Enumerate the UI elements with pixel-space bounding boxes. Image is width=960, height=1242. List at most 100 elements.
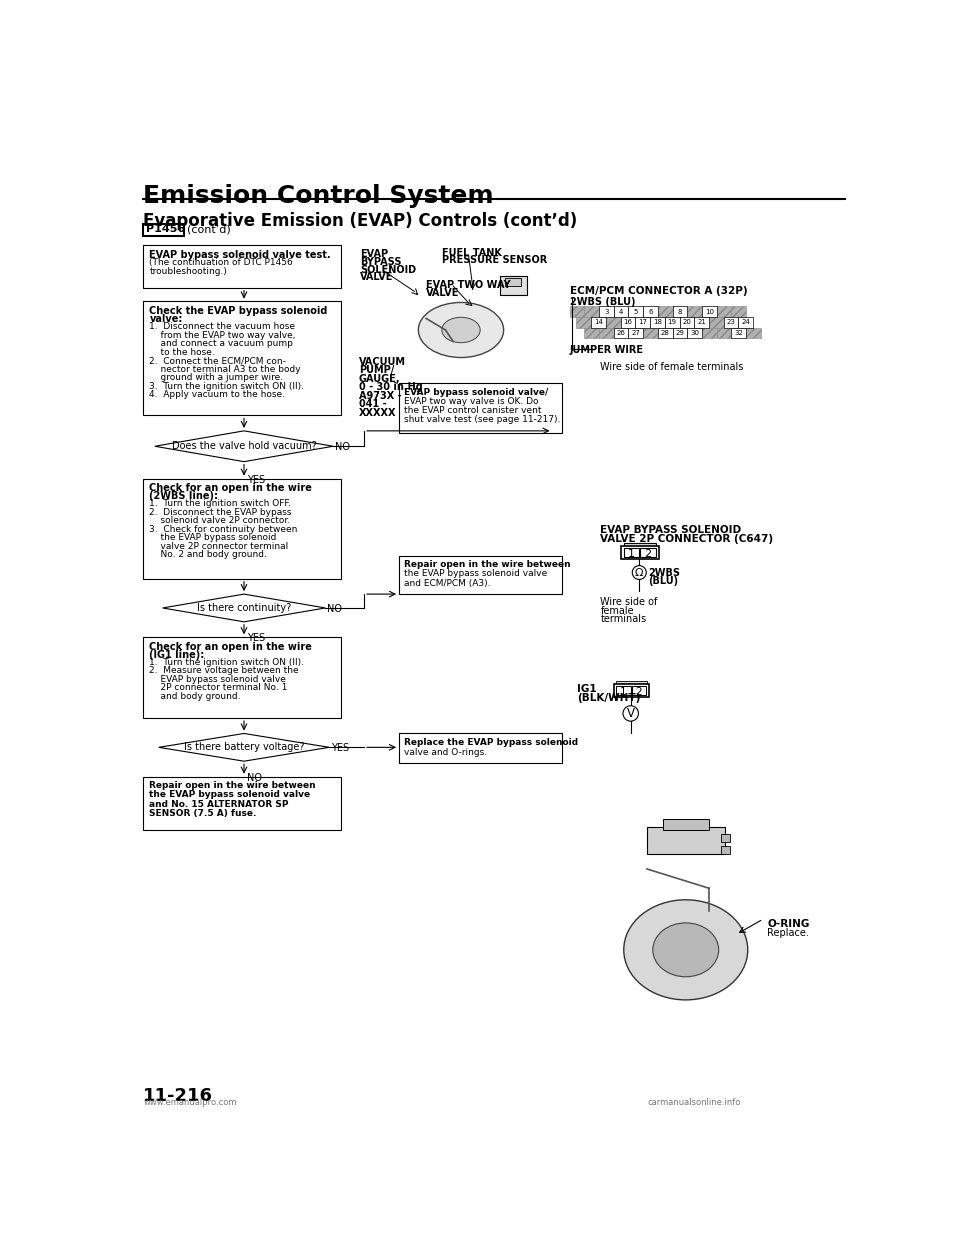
Text: IG1: IG1 [577, 684, 597, 694]
Text: Check for an open in the wire: Check for an open in the wire [150, 642, 312, 652]
Text: EVAP TWO WAY: EVAP TWO WAY [426, 279, 511, 289]
Text: SOLENOID: SOLENOID [360, 265, 417, 274]
Text: P1456: P1456 [146, 225, 185, 235]
Text: 2WBS: 2WBS [649, 568, 681, 578]
Text: YES: YES [247, 474, 265, 484]
Bar [399, 734, 562, 763]
Polygon shape [162, 594, 325, 622]
Text: the EVAP bypass solenoid: the EVAP bypass solenoid [150, 533, 276, 543]
Bar [616, 686, 631, 696]
Bar [585, 328, 599, 339]
Bar [591, 317, 606, 328]
Text: (BLK/WHT): (BLK/WHT) [577, 693, 640, 703]
Text: 26: 26 [616, 330, 626, 337]
Text: EVAP bypass solenoid valve/: EVAP bypass solenoid valve/ [403, 388, 548, 396]
Text: www.emanualpro.com: www.emanualpro.com [143, 1098, 237, 1107]
Bar [624, 548, 639, 558]
Text: from the EVAP two way valve,: from the EVAP two way valve, [150, 330, 296, 340]
Bar [629, 328, 643, 339]
Text: YES: YES [247, 633, 265, 643]
Circle shape [623, 705, 638, 722]
Bar [650, 317, 665, 328]
Bar [629, 306, 643, 317]
Text: female: female [601, 606, 635, 616]
Polygon shape [155, 431, 333, 462]
Text: XXXXX: XXXXX [359, 407, 396, 417]
Text: NO: NO [335, 442, 349, 452]
Bar [599, 306, 613, 317]
Text: 1.  Disconnect the vacuum hose: 1. Disconnect the vacuum hose [150, 322, 296, 332]
Bar [658, 306, 673, 317]
Text: NO: NO [327, 604, 342, 614]
Text: EVAP two way valve is OK. Do: EVAP two way valve is OK. Do [403, 397, 539, 406]
Text: 3.  Check for continuity between: 3. Check for continuity between [150, 525, 298, 534]
Bar [732, 328, 746, 339]
Text: 19: 19 [668, 319, 677, 325]
Bar [721, 835, 730, 842]
Bar [621, 546, 660, 559]
Text: VALVE: VALVE [426, 288, 460, 298]
Text: 1: 1 [619, 687, 626, 697]
Text: the EVAP bypass solenoid valve: the EVAP bypass solenoid valve [403, 570, 547, 579]
Text: Check the EVAP bypass solenoid: Check the EVAP bypass solenoid [150, 306, 327, 317]
Text: 2.  Measure voltage between the: 2. Measure voltage between the [150, 667, 300, 676]
Text: to the hose.: to the hose. [150, 348, 215, 356]
Bar [613, 306, 629, 317]
Text: VACUUM: VACUUM [359, 356, 406, 366]
Text: terminals: terminals [601, 614, 647, 625]
Bar [643, 328, 658, 339]
Text: valve:: valve: [150, 314, 182, 324]
Text: 2.  Connect the ECM/PCM con-: 2. Connect the ECM/PCM con- [150, 356, 286, 365]
Text: 3.  Turn the ignition switch ON (II).: 3. Turn the ignition switch ON (II). [150, 381, 304, 390]
Text: 2: 2 [644, 549, 651, 559]
Text: 20: 20 [683, 319, 691, 325]
Bar [613, 328, 629, 339]
Text: Wire side of: Wire side of [601, 597, 658, 607]
Text: GAUGE,: GAUGE, [359, 374, 400, 384]
Text: SENSOR (7.5 A) fuse.: SENSOR (7.5 A) fuse. [150, 809, 257, 818]
Bar [687, 306, 702, 317]
Text: Check for an open in the wire: Check for an open in the wire [150, 483, 312, 493]
Bar [717, 328, 732, 339]
Bar [643, 306, 658, 317]
Text: the EVAP control canister vent: the EVAP control canister vent [403, 406, 541, 415]
Polygon shape [158, 734, 329, 761]
Text: 2: 2 [636, 687, 642, 697]
Text: 21: 21 [697, 319, 706, 325]
Bar [732, 306, 746, 317]
Text: valve and O-rings.: valve and O-rings. [403, 748, 487, 758]
Bar [399, 555, 562, 594]
Text: the EVAP bypass solenoid valve: the EVAP bypass solenoid valve [150, 790, 311, 800]
Bar [738, 317, 754, 328]
Text: YES: YES [331, 744, 348, 754]
Bar [606, 317, 621, 328]
Bar [500, 276, 527, 296]
Text: VALVE: VALVE [360, 272, 394, 282]
Text: 8: 8 [678, 308, 683, 314]
Bar [702, 306, 717, 317]
Text: 18: 18 [653, 319, 662, 325]
Text: (cont’d): (cont’d) [186, 225, 230, 235]
Ellipse shape [653, 923, 719, 976]
Text: carmanualsonline.info: carmanualsonline.info [647, 1098, 740, 1107]
Text: 32: 32 [734, 330, 743, 337]
Circle shape [633, 565, 646, 580]
Bar [673, 328, 687, 339]
Text: 041 -: 041 - [359, 399, 386, 410]
Text: shut valve test (see page 11-217).: shut valve test (see page 11-217). [403, 416, 560, 425]
Text: EVAP: EVAP [360, 250, 389, 260]
Text: PRESSURE SENSOR: PRESSURE SENSOR [442, 256, 547, 266]
Text: (BLU): (BLU) [649, 575, 679, 586]
Text: EVAP bypass solenoid valve test.: EVAP bypass solenoid valve test. [150, 250, 331, 260]
Text: solenoid valve 2P connector.: solenoid valve 2P connector. [150, 517, 291, 525]
Text: 2.  Disconnect the EVAP bypass: 2. Disconnect the EVAP bypass [150, 508, 292, 517]
Text: 2WBS (BLU): 2WBS (BLU) [569, 297, 635, 307]
Text: 6: 6 [648, 308, 653, 314]
Text: 3: 3 [604, 308, 609, 314]
Text: Wire side of female terminals: Wire side of female terminals [601, 361, 744, 371]
Text: NO: NO [247, 773, 262, 782]
Text: VALVE 2P CONNECTOR (C647): VALVE 2P CONNECTOR (C647) [601, 534, 774, 544]
Bar [636, 317, 650, 328]
Text: 29: 29 [676, 330, 684, 337]
Bar [632, 686, 646, 696]
